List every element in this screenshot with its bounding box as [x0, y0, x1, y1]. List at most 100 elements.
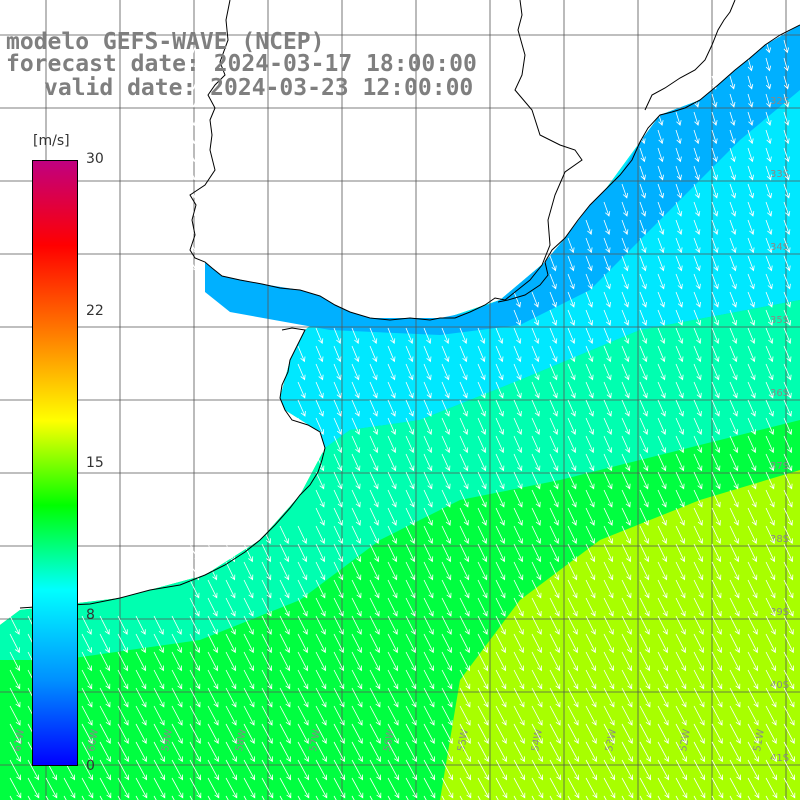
wind-arrow: [549, 471, 559, 490]
wind-arrow: [747, 75, 754, 90]
wind-arrow: [495, 615, 506, 635]
wind-arrow: [369, 435, 379, 454]
wind-arrow: [387, 597, 398, 617]
wind-arrow: [585, 345, 594, 363]
wind-arrow: [657, 165, 664, 181]
wind-arrow: [621, 345, 630, 363]
wind-arrow: [549, 723, 561, 744]
wind-arrow: [45, 795, 49, 800]
wind-arrow: [693, 759, 705, 781]
wind-arrow: [747, 741, 759, 763]
wind-arrow: [477, 795, 481, 800]
wind-arrow: [315, 525, 325, 545]
wind-arrow: [171, 669, 183, 690]
wind-arrow: [639, 489, 649, 508]
wind-arrow: [783, 723, 795, 744]
wind-arrow: [369, 363, 378, 381]
wind-arrow: [531, 471, 541, 490]
wind-arrow: [603, 543, 614, 563]
wind-arrow: [279, 759, 291, 781]
wind-arrow: [333, 561, 344, 581]
wind-arrow: [387, 435, 397, 454]
wind-arrow: [729, 795, 733, 800]
wind-arrow: [585, 453, 595, 472]
wind-arrow: [171, 777, 184, 799]
wind-arrow: [477, 777, 490, 799]
wind-arrow: [747, 669, 759, 690]
wind-arrow: [81, 795, 85, 800]
wind-arrow: [711, 363, 720, 381]
wind-arrow: [639, 237, 647, 254]
wind-arrow: [423, 507, 433, 526]
wind-arrow: [243, 597, 254, 617]
wind-arrow: [621, 723, 633, 744]
wind-arrow: [621, 489, 631, 508]
latitude-label: 37S: [770, 461, 789, 472]
wind-arrow: [387, 579, 398, 599]
wind-arrow: [477, 615, 488, 635]
wind-arrow: [693, 777, 706, 799]
wind-arrow: [243, 777, 256, 799]
wind-arrow: [477, 345, 486, 363]
wind-arrow: [423, 777, 436, 799]
wind-arrow: [441, 453, 451, 472]
wind-arrow: [333, 687, 345, 708]
wind-arrow: [261, 687, 273, 708]
wind-arrow: [279, 687, 291, 708]
wind-arrow: [513, 435, 523, 454]
wind-arrow: [495, 453, 505, 472]
wind-arrow: [189, 237, 197, 254]
wind-arrow: [531, 651, 542, 672]
wind-arrow: [603, 237, 611, 254]
wind-arrow: [747, 147, 754, 163]
wind-arrow: [369, 741, 381, 763]
wind-arrow: [585, 705, 597, 726]
wind-arrow: [117, 777, 130, 799]
wind-arrow: [585, 381, 594, 399]
wind-arrow: [603, 633, 614, 654]
wind-arrow: [531, 543, 542, 563]
wind-arrow: [153, 777, 166, 799]
wind-arrow: [153, 687, 165, 708]
wind-arrow: [693, 687, 705, 708]
wind-arrow: [207, 741, 219, 763]
wind-arrow: [657, 201, 665, 217]
wind-arrow: [711, 417, 720, 435]
wind-arrow: [441, 471, 451, 490]
wind-arrow: [225, 669, 237, 690]
wind-arrow: [765, 417, 774, 435]
wind-arrow: [657, 651, 668, 672]
wind-arrow: [747, 705, 759, 726]
wind-arrow: [243, 669, 255, 690]
wind-arrow: [117, 687, 129, 708]
wind-arrow: [441, 525, 451, 545]
wind-arrow: [243, 723, 255, 744]
wind-arrow: [711, 687, 723, 708]
wind-arrow: [423, 579, 434, 599]
wind-arrow: [189, 723, 201, 744]
wind-arrow: [657, 543, 668, 563]
wind-arrow: [261, 741, 273, 763]
wind-arrow: [351, 327, 360, 345]
wind-arrow: [693, 255, 701, 272]
wind-arrow: [729, 417, 738, 435]
wind-arrow: [639, 651, 650, 672]
wind-arrow: [495, 525, 505, 545]
wind-arrow: [477, 471, 487, 490]
wind-arrow: [783, 111, 790, 126]
wind-arrow: [333, 489, 343, 508]
wind-arrow: [675, 237, 683, 254]
wind-arrow: [441, 651, 452, 672]
wind-arrow: [657, 453, 667, 472]
wind-arrow: [711, 795, 715, 800]
wind-arrow: [711, 525, 721, 545]
wind-arrow: [747, 633, 758, 654]
wind-arrow: [153, 669, 165, 690]
wind-arrow: [351, 435, 361, 454]
wind-arrow: [675, 435, 685, 454]
wind-arrow: [621, 273, 629, 290]
wind-arrow: [405, 417, 414, 435]
wind-arrow: [81, 651, 92, 672]
wind-arrow: [297, 381, 306, 399]
wind-arrow: [513, 471, 523, 490]
